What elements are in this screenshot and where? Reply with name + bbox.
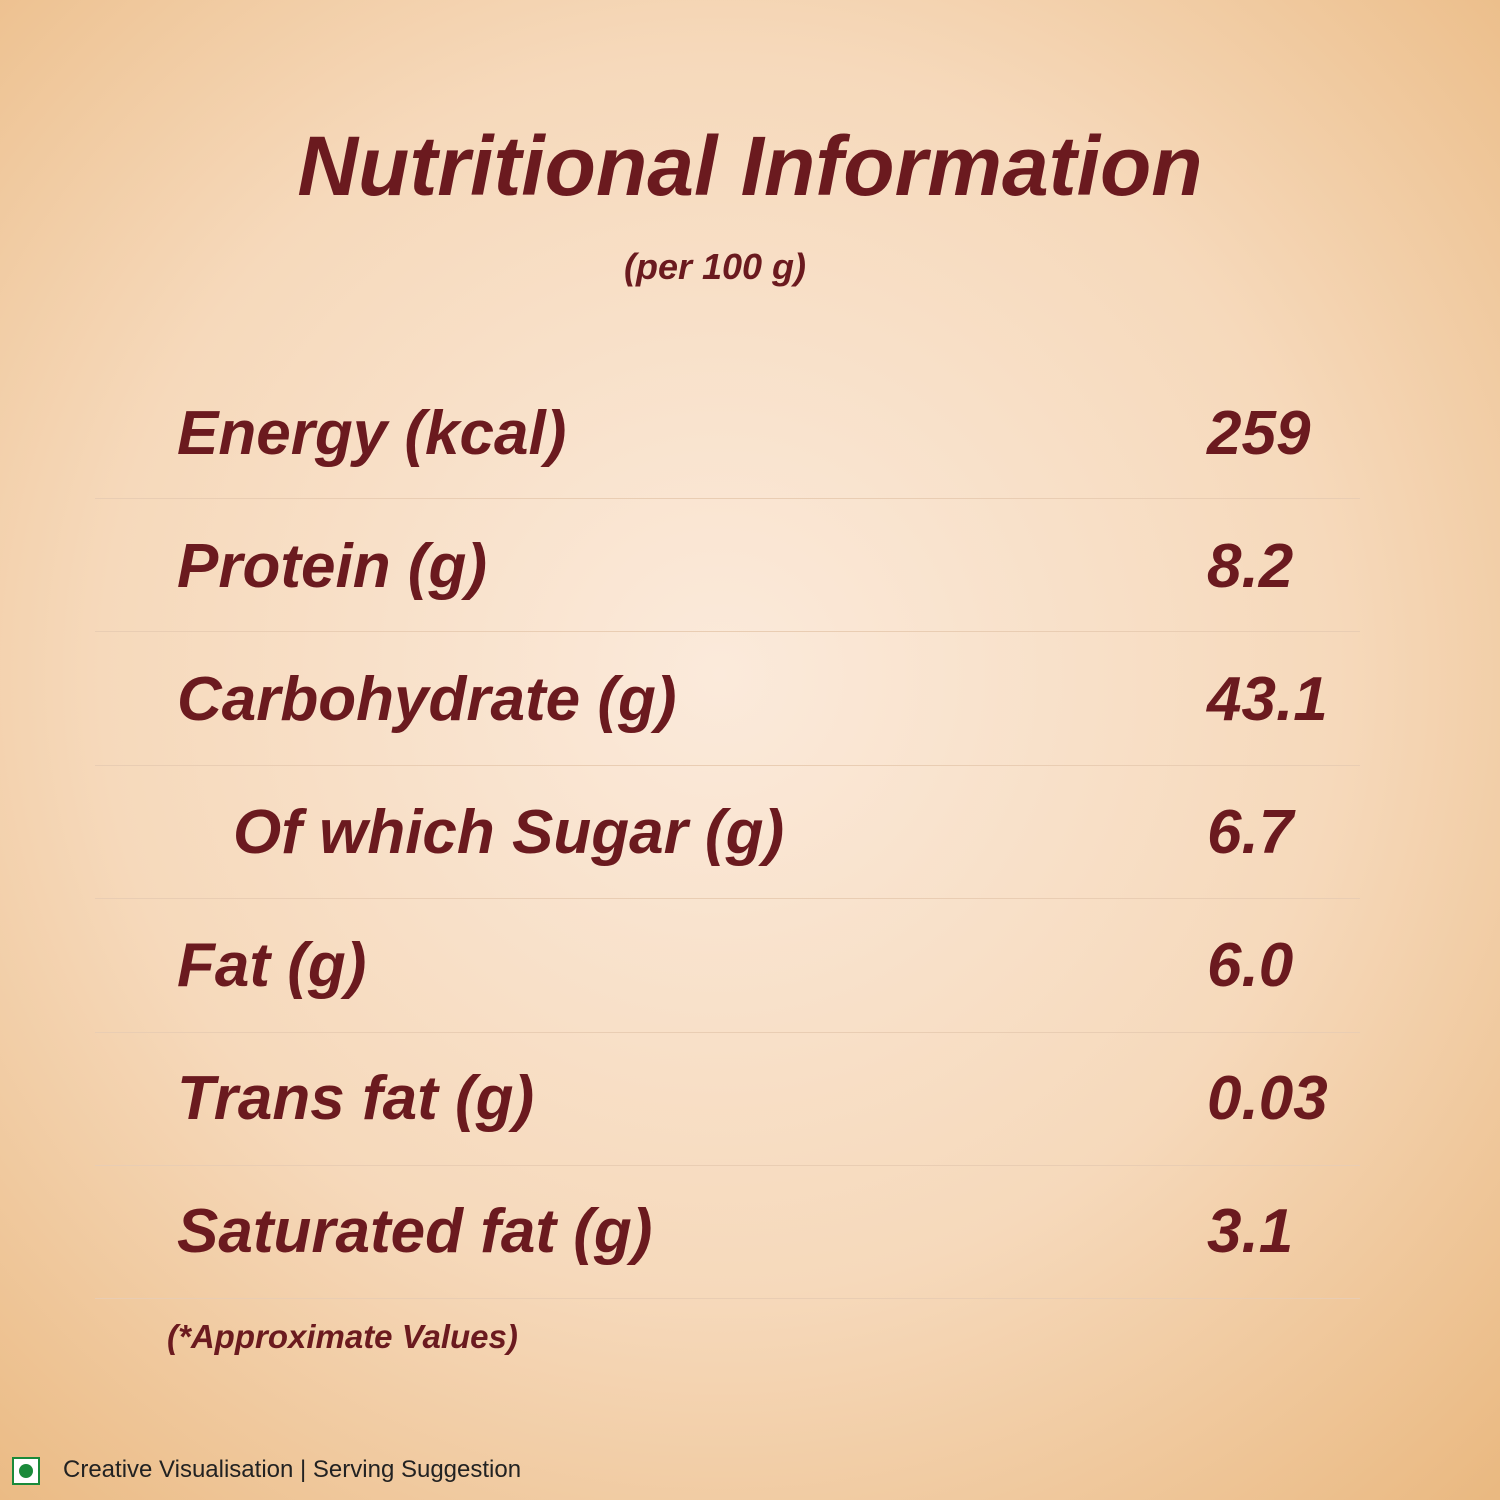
row-separator xyxy=(95,498,1360,499)
row-value: 6.7 xyxy=(1207,798,1294,867)
row-value: 8.2 xyxy=(1207,532,1294,601)
veg-dot xyxy=(19,1464,33,1478)
row-separator xyxy=(95,1298,1360,1300)
row-separator xyxy=(95,764,1360,766)
row-value: 3.1 xyxy=(1207,1197,1294,1266)
row-separator xyxy=(95,1031,1360,1033)
row-label: Saturated fat (g) xyxy=(177,1197,653,1266)
row-value: 0.03 xyxy=(1207,1064,1328,1133)
footer-text: Creative Visualisation | Serving Suggest… xyxy=(63,1456,522,1483)
row-label: Trans fat (g) xyxy=(177,1064,535,1133)
row-label: Of which Sugar (g) xyxy=(233,798,785,867)
row-label: Energy (kcal) xyxy=(177,399,567,468)
row-separator xyxy=(95,898,1360,900)
row-label: Carbohydrate (g) xyxy=(177,665,677,734)
title: Nutritional Information xyxy=(297,119,1203,213)
row-value: 259 xyxy=(1207,399,1311,468)
veg-icon xyxy=(12,1457,40,1485)
row-separator xyxy=(95,1165,1360,1166)
row-label: Protein (g) xyxy=(177,532,487,601)
row-value: 6.0 xyxy=(1207,931,1294,1000)
row-label: Fat (g) xyxy=(177,931,367,1000)
row-value: 43.1 xyxy=(1207,665,1328,734)
subtitle: (per 100 g) xyxy=(623,246,807,287)
note: (*Approximate Values) xyxy=(167,1318,518,1355)
row-separator xyxy=(95,631,1360,633)
